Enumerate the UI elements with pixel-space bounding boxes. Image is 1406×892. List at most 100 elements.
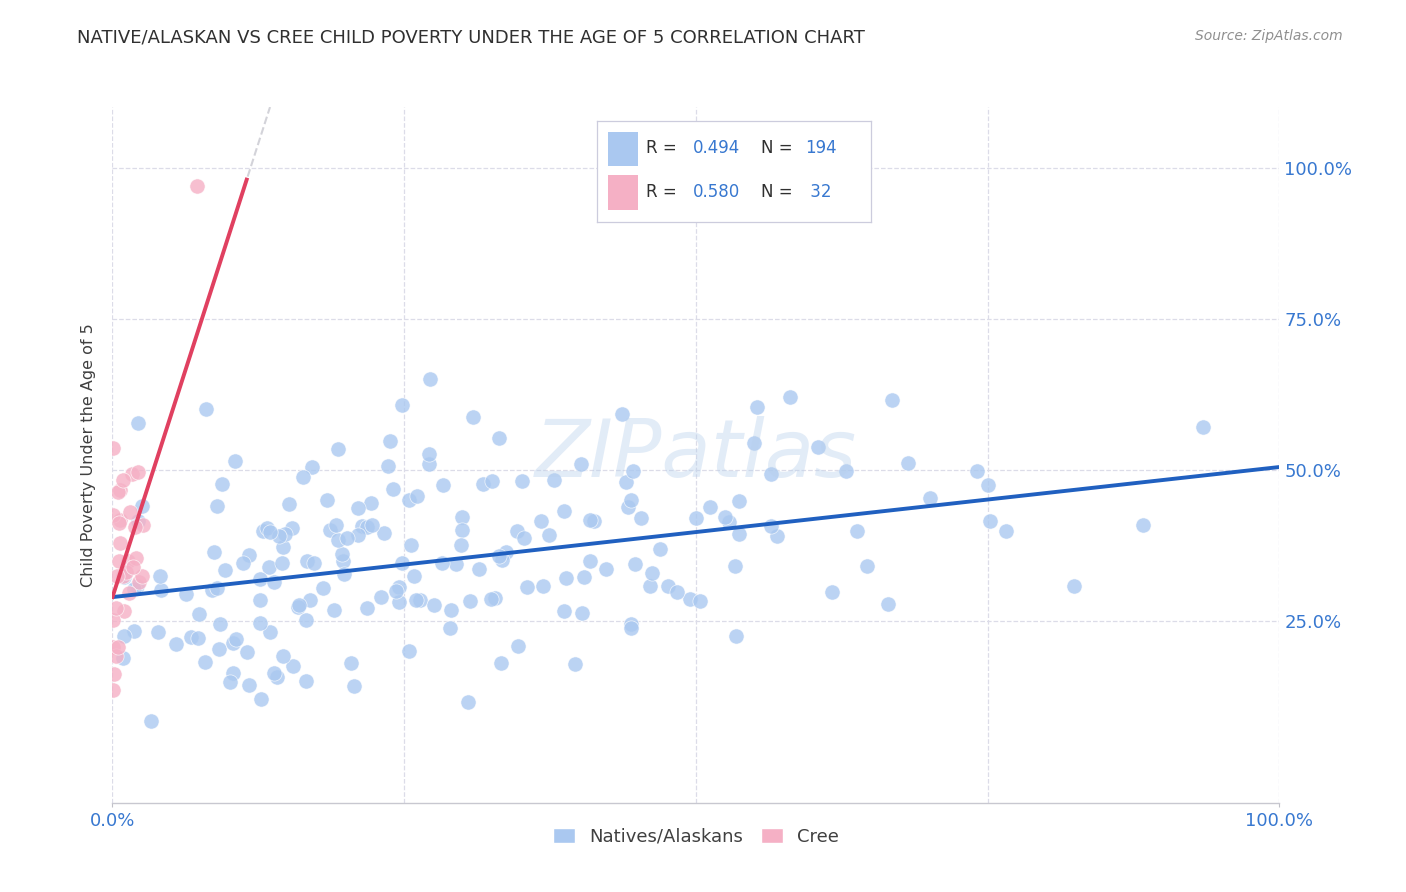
Point — [238, 678, 260, 692]
Point — [124, 519, 146, 533]
Point — [298, 593, 321, 607]
Point — [1192, 419, 1215, 434]
Point — [108, 483, 131, 497]
Point — [779, 390, 801, 404]
Point — [388, 594, 411, 608]
Point — [274, 527, 297, 541]
Point — [194, 401, 217, 416]
Point — [277, 498, 299, 512]
Point — [356, 600, 378, 615]
Point — [360, 496, 382, 510]
Point — [271, 540, 294, 554]
Point — [489, 656, 512, 670]
Point — [267, 529, 290, 543]
Point — [699, 500, 721, 515]
Point — [236, 644, 259, 658]
Point — [399, 538, 422, 552]
Point — [222, 636, 245, 650]
Point — [391, 398, 413, 412]
Point — [641, 566, 664, 581]
Point — [356, 519, 378, 533]
Point — [101, 613, 124, 627]
Point — [107, 485, 129, 500]
Point — [112, 651, 135, 665]
Point — [205, 499, 228, 513]
Point — [187, 632, 209, 646]
Point — [479, 592, 502, 607]
Point — [114, 604, 136, 618]
Point — [252, 524, 274, 538]
Point — [249, 593, 271, 607]
Point — [146, 625, 169, 640]
Point — [977, 478, 1000, 492]
Point — [461, 410, 484, 425]
Point — [578, 513, 600, 527]
Point — [266, 670, 288, 684]
Point — [302, 556, 325, 570]
Point — [257, 560, 280, 574]
Point — [378, 434, 401, 449]
Point — [208, 616, 231, 631]
Point — [617, 500, 640, 514]
Point — [121, 467, 143, 482]
Point — [572, 570, 595, 584]
Point — [880, 393, 903, 408]
Point — [370, 591, 392, 605]
Point — [614, 475, 637, 489]
Point — [108, 536, 131, 550]
Point — [747, 400, 769, 414]
Point — [569, 457, 592, 471]
Point — [650, 541, 672, 556]
Point — [450, 538, 472, 552]
Point — [495, 545, 517, 559]
Point — [717, 515, 740, 529]
Legend: Natives/Alaskans, Cree: Natives/Alaskans, Cree — [546, 821, 846, 853]
Point — [538, 527, 561, 541]
Point — [250, 692, 273, 706]
Point — [1132, 517, 1154, 532]
Point — [725, 629, 748, 643]
Point — [530, 514, 553, 528]
Point — [742, 435, 765, 450]
Point — [387, 580, 409, 594]
Point — [571, 606, 593, 620]
Point — [249, 572, 271, 586]
Point — [150, 582, 173, 597]
Point — [105, 569, 128, 583]
Point — [471, 477, 494, 491]
Point — [347, 528, 370, 542]
Point — [579, 554, 602, 568]
Point — [128, 575, 150, 590]
Point — [361, 517, 384, 532]
Point — [336, 531, 359, 545]
Point — [187, 607, 209, 621]
Point — [513, 531, 536, 545]
Point — [118, 505, 141, 519]
Point — [112, 570, 135, 584]
Point — [339, 657, 361, 671]
Point — [419, 371, 441, 385]
Point — [312, 582, 335, 596]
Point — [391, 556, 413, 570]
Point — [316, 492, 339, 507]
Point — [112, 629, 135, 643]
Point — [458, 594, 481, 608]
Point — [287, 600, 309, 615]
Point — [418, 457, 440, 471]
Point — [1063, 579, 1085, 593]
Point — [624, 557, 647, 571]
Point — [382, 482, 405, 496]
Point — [125, 550, 148, 565]
Point — [765, 529, 787, 543]
Point — [202, 544, 225, 558]
Point — [325, 518, 347, 533]
Point — [405, 593, 427, 607]
Point — [531, 579, 554, 593]
Point — [450, 524, 472, 538]
Point — [620, 621, 643, 635]
Point — [319, 523, 342, 537]
Point — [657, 579, 679, 593]
Point — [259, 625, 281, 640]
Point — [180, 630, 202, 644]
Point — [846, 524, 869, 538]
